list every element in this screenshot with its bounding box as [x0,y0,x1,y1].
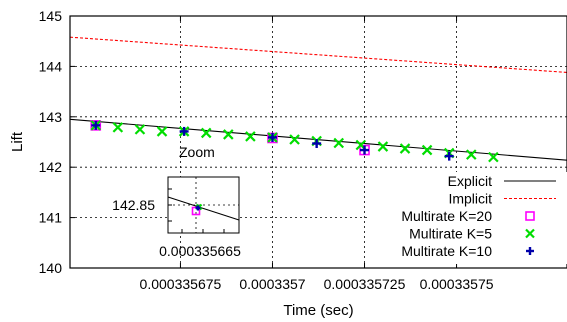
zoom-multirate-k10-marker [195,205,201,211]
series-3-point-15 [421,144,433,156]
legend-label-0: Explicit [448,173,492,189]
series-3-point-6 [223,129,234,140]
legend-sample-3-stroke-b [525,228,535,239]
series-1-line [69,36,567,73]
series-3-point-15-stroke-b [421,144,433,156]
series-3-point-11 [333,137,345,149]
y-tick-label-3: 143 [39,109,63,125]
x-tick-label-3: 0.00033575 [420,276,494,292]
series-3-point-9-stroke-b [289,134,300,145]
y-axis-title: Lift [9,131,26,152]
zoom-x-value: 0.000335665 [159,243,241,259]
series-3-point-7-stroke-b [245,131,256,142]
y-tick-label-5: 145 [39,8,63,24]
legend-label-1: Implicit [448,191,492,207]
legend-sample-3 [525,228,535,239]
series-3-point-3 [156,126,168,137]
legend-sample-2-shape [525,211,535,221]
legend-label-2: Multirate K=20 [401,208,492,224]
series-3-point-18 [488,151,499,163]
series-3-point-2 [134,124,146,135]
series-4-point-1 [179,126,189,136]
series-3-point-17-stroke-b [466,149,477,160]
y-tick-label-0: 140 [39,260,63,276]
series-3-point-14-stroke-b [399,143,411,154]
x-tick-label-0: 0.000335675 [140,276,222,292]
series-3-point-6-stroke-b [223,129,234,140]
zoom-y-value: 142.85 [112,197,155,213]
series-4-point-3 [312,139,322,149]
series-4-point-0 [91,120,101,130]
series-3-point-13-stroke-b [377,141,389,152]
x-tick-label-2: 0.000335725 [324,276,406,292]
x-tick-label-1: 0.0003357 [239,276,305,292]
series-3-point-9 [289,134,300,145]
zoom-explicit-line [167,196,240,221]
series-3-point-5 [200,127,212,139]
series-4-point-4 [360,145,370,155]
y-tick-label-4: 144 [39,58,63,74]
series-3-point-7 [245,131,256,142]
series-3-point-5-stroke-b [200,127,212,139]
series-3-point-11-stroke-b [333,137,345,149]
plot-frame [69,15,567,269]
zoom-inset: Zoom 142.85 0.000335665 [112,144,241,259]
series-4-point-5 [444,151,454,161]
series-3-point-1 [112,122,124,133]
zoom-label: Zoom [179,144,215,160]
zoom-inset-content [167,177,240,233]
series-3-point-3-stroke-b [156,126,168,137]
series-3-point-2-stroke-b [134,124,146,135]
y-tick-label-1: 141 [39,210,63,226]
tick-layer: 0.000335675 0.0003357 0.000335725 0.0003357… [39,8,494,292]
legend-sample-4 [526,247,534,255]
series-3-point-1-stroke-b [112,122,124,133]
legend-label-4: Multirate K=10 [401,243,492,259]
series-layer [69,36,567,163]
y-tick-label-2: 142 [39,159,63,175]
legend-sample-2 [525,211,535,221]
series-4-point-2 [267,132,277,142]
series-3-point-13 [377,141,389,152]
series-3-point-18-stroke-b [488,151,499,163]
series-3-point-17 [466,149,477,160]
series-3-point-14 [399,143,411,154]
legend-label-3: Multirate K=5 [409,226,492,242]
x-axis-title: Time (sec) [283,302,353,319]
series-3-point-12-stroke-b [355,139,367,151]
